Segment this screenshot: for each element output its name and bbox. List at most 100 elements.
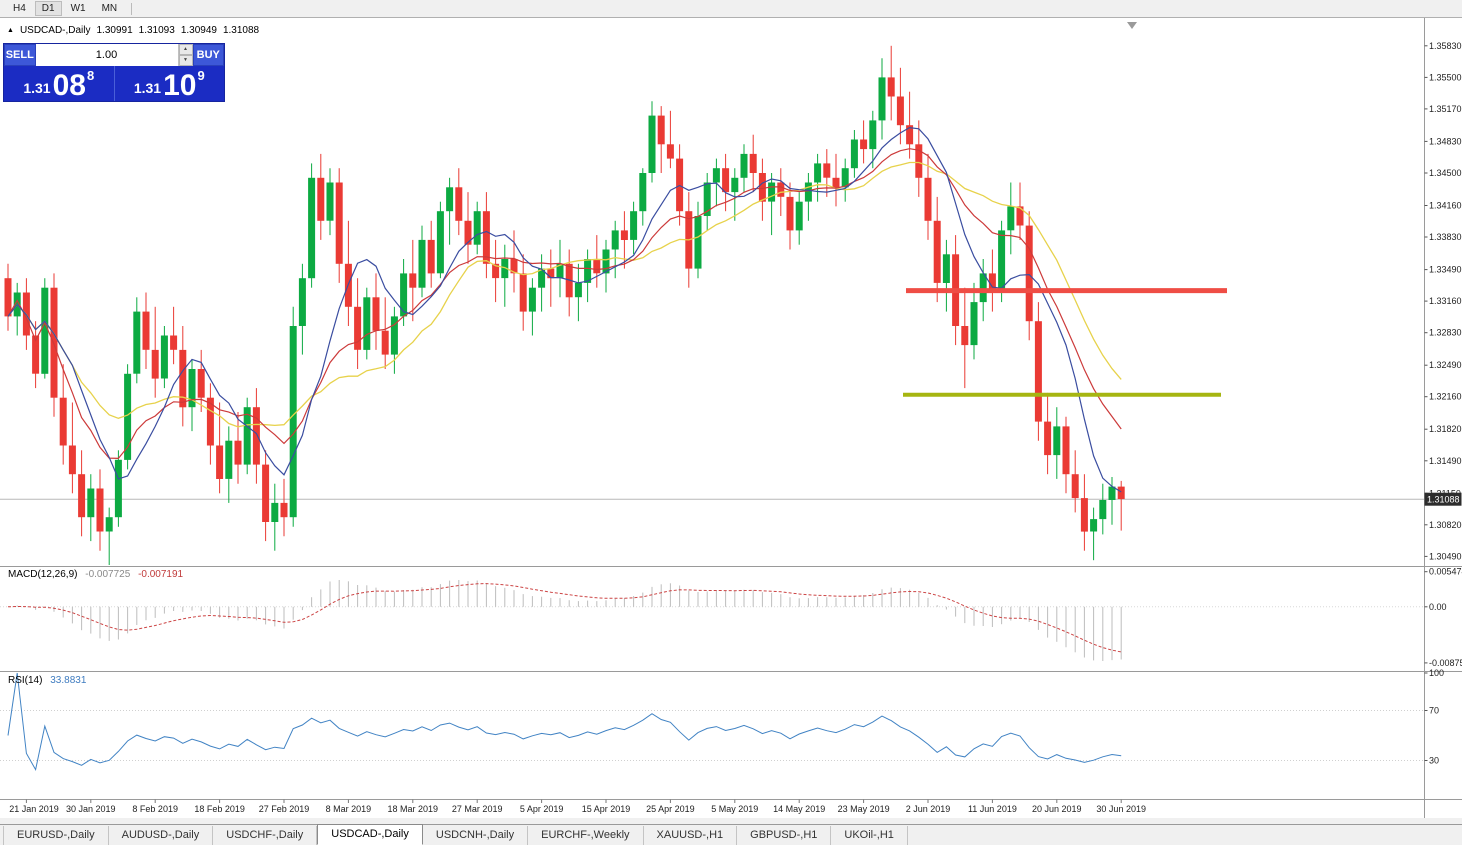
timeframe-d1-button[interactable]: D1 bbox=[34, 1, 62, 16]
svg-text:8 Mar 2019: 8 Mar 2019 bbox=[326, 804, 372, 814]
svg-text:5 May 2019: 5 May 2019 bbox=[711, 804, 758, 814]
timeframe-toolbar: H4 D1 W1 MN bbox=[0, 0, 1462, 18]
svg-text:1.34160: 1.34160 bbox=[1429, 201, 1462, 211]
rsi-scale: 100 70 30 bbox=[1424, 668, 1444, 766]
svg-text:1.35830: 1.35830 bbox=[1429, 41, 1462, 51]
svg-text:1.33830: 1.33830 bbox=[1429, 232, 1462, 242]
chart-tab-audusd-daily[interactable]: AUDUSD-,Daily bbox=[109, 826, 214, 845]
ohlc-high: 1.31093 bbox=[138, 25, 175, 36]
buy-price-pipette: 9 bbox=[197, 68, 205, 83]
svg-text:30 Jan 2019: 30 Jan 2019 bbox=[66, 804, 116, 814]
one-click-trading-panel: SELL ▲ ▼ BUY 1.31 08 8 1.31 10 9 bbox=[3, 43, 225, 102]
lot-increase-button[interactable]: ▲ bbox=[178, 44, 193, 55]
svg-text:8 Feb 2019: 8 Feb 2019 bbox=[132, 804, 178, 814]
sell-price-prefix: 1.31 bbox=[23, 80, 51, 96]
svg-text:30: 30 bbox=[1429, 756, 1439, 766]
rsi-name: RSI(14) bbox=[8, 675, 43, 686]
chart-background bbox=[0, 18, 1462, 818]
svg-text:1.32160: 1.32160 bbox=[1429, 392, 1462, 402]
svg-text:0.005474: 0.005474 bbox=[1429, 567, 1462, 577]
lot-size-control: ▲ ▼ bbox=[35, 44, 193, 66]
svg-text:5 Apr 2019: 5 Apr 2019 bbox=[520, 804, 564, 814]
chart-tab-eurusd-daily[interactable]: EURUSD-,Daily bbox=[3, 826, 109, 845]
macd-signal-line bbox=[7, 583, 1122, 653]
trade-panel-prices: 1.31 08 8 1.31 10 9 bbox=[4, 66, 224, 101]
chart-icon: ▲ bbox=[7, 27, 14, 34]
svg-text:21 Jan 2019: 21 Jan 2019 bbox=[9, 804, 59, 814]
chart-tab-eurchf-weekly[interactable]: EURCHF-,Weekly bbox=[528, 826, 644, 845]
chart-tab-usdcnh-daily[interactable]: USDCNH-,Daily bbox=[423, 826, 529, 845]
ohlc-low: 1.30949 bbox=[180, 25, 217, 36]
lot-spinner: ▲ ▼ bbox=[177, 44, 193, 66]
svg-text:23 May 2019: 23 May 2019 bbox=[838, 804, 890, 814]
chart-tab-usdchf-daily[interactable]: USDCHF-,Daily bbox=[213, 826, 318, 845]
svg-text:2 Jun 2019: 2 Jun 2019 bbox=[906, 804, 951, 814]
svg-text:0.00: 0.00 bbox=[1429, 602, 1447, 612]
timeframe-w1-button[interactable]: W1 bbox=[64, 1, 93, 16]
chart-tab-gbpusd-h1[interactable]: GBPUSD-,H1 bbox=[737, 826, 832, 845]
svg-text:100: 100 bbox=[1429, 668, 1444, 678]
svg-text:1.32830: 1.32830 bbox=[1429, 328, 1462, 338]
current-price-tag: 1.31088 bbox=[1424, 492, 1462, 506]
macd-scale: 0.005474 0.00 -0.008752 bbox=[1424, 567, 1462, 668]
rsi-value: 33.8831 bbox=[50, 675, 87, 686]
buy-price-prefix: 1.31 bbox=[133, 80, 162, 96]
svg-text:15 Apr 2019: 15 Apr 2019 bbox=[582, 804, 631, 814]
chart-tab-ukoil-h1[interactable]: UKOil-,H1 bbox=[831, 826, 908, 845]
lot-decrease-button[interactable]: ▼ bbox=[178, 55, 193, 66]
svg-text:1.31820: 1.31820 bbox=[1429, 424, 1462, 434]
ma-slow-yellow bbox=[7, 161, 1122, 428]
chart-title: ▲ USDCAD-,Daily 1.30991 1.31093 1.30949 … bbox=[7, 25, 259, 36]
svg-text:1.30490: 1.30490 bbox=[1429, 551, 1462, 561]
svg-text:1.34830: 1.34830 bbox=[1429, 136, 1462, 146]
timeframe-mn-button[interactable]: MN bbox=[95, 1, 125, 16]
macd-name: MACD(12,26,9) bbox=[8, 569, 78, 580]
ma-fast-blue bbox=[7, 126, 1122, 493]
svg-text:11 Jun 2019: 11 Jun 2019 bbox=[968, 804, 1017, 814]
candlestick-series bbox=[4, 45, 1125, 565]
macd-value-2: -0.007191 bbox=[138, 569, 184, 580]
rsi-line bbox=[7, 672, 1122, 771]
svg-text:30 Jun 2019: 30 Jun 2019 bbox=[1096, 804, 1146, 814]
sell-button[interactable]: SELL bbox=[4, 44, 36, 66]
lot-size-input[interactable] bbox=[35, 44, 178, 66]
svg-text:1.35170: 1.35170 bbox=[1429, 104, 1462, 114]
ohlc-close: 1.31088 bbox=[222, 25, 260, 36]
date-axis: 21 Jan 2019 30 Jan 2019 8 Feb 2019 18 Feb 2… bbox=[9, 799, 1146, 814]
svg-text:27 Feb 2019: 27 Feb 2019 bbox=[259, 804, 310, 814]
moving-averages bbox=[7, 126, 1122, 493]
svg-text:1.30820: 1.30820 bbox=[1429, 520, 1462, 530]
svg-text:1.35500: 1.35500 bbox=[1429, 72, 1462, 82]
timeframe-h4-button[interactable]: H4 bbox=[6, 1, 33, 16]
svg-text:1.31490: 1.31490 bbox=[1429, 456, 1462, 466]
svg-text:14 May 2019: 14 May 2019 bbox=[773, 804, 825, 814]
chart-symbol-label: USDCAD-,Daily bbox=[19, 25, 91, 36]
chart-tab-usdcad-daily[interactable]: USDCAD-,Daily bbox=[317, 824, 423, 845]
svg-text:70: 70 bbox=[1429, 706, 1439, 716]
trade-panel-controls: SELL ▲ ▼ BUY bbox=[4, 44, 224, 66]
svg-text:1.33160: 1.33160 bbox=[1429, 296, 1462, 306]
buy-price-panel[interactable]: 1.31 10 9 bbox=[113, 66, 225, 102]
ohlc-open: 1.30991 bbox=[96, 25, 133, 36]
toolbar-separator bbox=[131, 2, 133, 15]
buy-price-main: 10 bbox=[163, 69, 197, 102]
svg-text:25 Apr 2019: 25 Apr 2019 bbox=[646, 804, 695, 814]
sell-price-panel[interactable]: 1.31 08 8 bbox=[4, 66, 114, 101]
buy-button[interactable]: BUY bbox=[192, 44, 224, 66]
chart-shift-marker bbox=[1127, 22, 1137, 29]
rsi-indicator-label: RSI(14) 33.8831 bbox=[8, 675, 86, 686]
sell-price-pipette: 8 bbox=[86, 68, 95, 83]
spin-up-icon: ▲ bbox=[183, 46, 188, 52]
svg-text:18 Mar 2019: 18 Mar 2019 bbox=[388, 804, 439, 814]
svg-text:1.31088: 1.31088 bbox=[1427, 495, 1460, 505]
macd-value-1: -0.007725 bbox=[85, 569, 131, 580]
svg-text:18 Feb 2019: 18 Feb 2019 bbox=[194, 804, 245, 814]
spin-down-icon: ▼ bbox=[183, 57, 188, 63]
svg-text:-0.008752: -0.008752 bbox=[1429, 658, 1462, 668]
chart-tab-xauusd-h1[interactable]: XAUUSD-,H1 bbox=[644, 826, 738, 845]
ma-mid-red bbox=[7, 148, 1122, 460]
svg-text:20 Jun 2019: 20 Jun 2019 bbox=[1032, 804, 1082, 814]
chart-tab-bar: EURUSD-,Daily AUDUSD-,Daily USDCHF-,Daily U… bbox=[0, 824, 1462, 845]
macd-indicator-label: MACD(12,26,9) -0.007725 -0.007191 bbox=[8, 569, 183, 580]
